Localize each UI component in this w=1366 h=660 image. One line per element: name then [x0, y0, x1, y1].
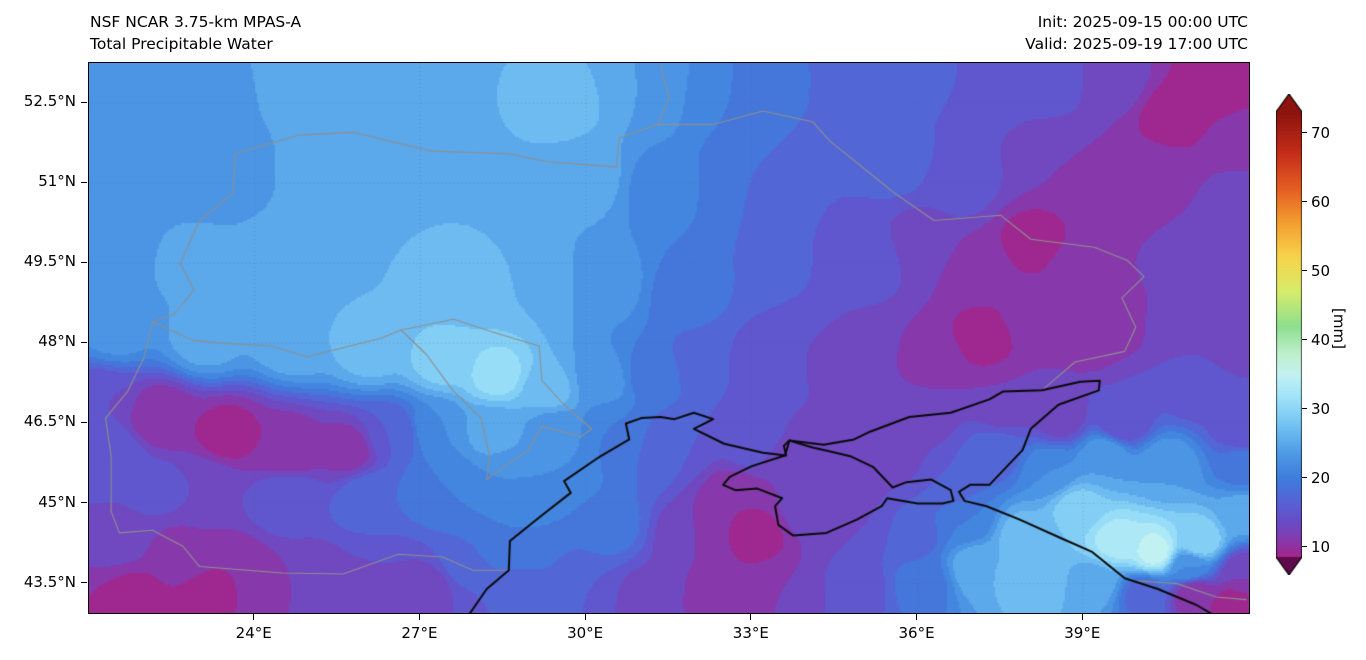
- x-tick-label: 39°E: [1064, 624, 1101, 642]
- model-title: NSF NCAR 3.75-km MPAS-A: [90, 13, 302, 31]
- x-tick-mark: [750, 614, 752, 620]
- colorbar-tick-label: 50: [1311, 261, 1331, 280]
- x-tick-mark: [418, 614, 420, 620]
- variable-title: Total Precipitable Water: [90, 34, 273, 53]
- init-time: Init: 2025-09-15 00:00 UTC: [1037, 13, 1248, 31]
- y-tick-mark: [81, 582, 87, 584]
- x-tick-mark: [916, 614, 918, 620]
- y-tick-label: 48°N: [38, 332, 76, 351]
- colorbar: [1276, 94, 1302, 575]
- x-tick-label: 24°E: [235, 624, 272, 642]
- y-tick-label: 52.5°N: [23, 92, 76, 111]
- colorbar-tick-label: 60: [1311, 192, 1331, 211]
- map-plot-frame: [88, 62, 1250, 614]
- x-tick-label: 36°E: [898, 624, 935, 642]
- y-tick-label: 51°N: [38, 172, 76, 191]
- x-tick-label: 30°E: [567, 624, 604, 642]
- colorbar-tick-mark: [1302, 408, 1307, 410]
- y-tick-mark: [81, 502, 87, 504]
- y-tick-label: 49.5°N: [23, 252, 76, 271]
- y-tick-label: 43.5°N: [23, 572, 76, 591]
- y-tick-mark: [81, 181, 87, 183]
- colorbar-tick-mark: [1302, 270, 1307, 272]
- colorbar-tick-label: 20: [1311, 468, 1331, 487]
- valid-time: Valid: 2025-09-19 17:00 UTC: [1025, 34, 1248, 53]
- y-tick-mark: [81, 421, 87, 423]
- y-tick-mark: [81, 341, 87, 343]
- colorbar-tick-mark: [1302, 132, 1307, 134]
- colorbar-tick-mark: [1302, 201, 1307, 203]
- colorbar-tick-mark: [1302, 546, 1307, 548]
- x-tick-mark: [1081, 614, 1083, 620]
- colorbar-tick-label: 30: [1311, 399, 1331, 418]
- y-tick-label: 45°N: [38, 492, 76, 511]
- x-tick-mark: [584, 614, 586, 620]
- time-block: Init: 2025-09-15 00:00 UTC Valid: 2025-0…: [1025, 12, 1248, 55]
- x-tick-label: 33°E: [732, 624, 769, 642]
- y-tick-mark: [81, 101, 87, 103]
- x-tick-mark: [253, 614, 255, 620]
- y-tick-mark: [81, 261, 87, 263]
- colorbar-tick-label: 40: [1311, 330, 1331, 349]
- x-tick-label: 27°E: [401, 624, 438, 642]
- colorbar-tick-mark: [1302, 477, 1307, 479]
- title-block: NSF NCAR 3.75-km MPAS-A Total Precipitab…: [90, 12, 301, 55]
- y-tick-label: 46.5°N: [23, 412, 76, 431]
- colorbar-unit-label: [mm]: [1330, 308, 1348, 349]
- colorbar-tick-mark: [1302, 339, 1307, 341]
- colorbar-tick-label: 10: [1311, 537, 1331, 556]
- precipitable-water-map: [89, 63, 1249, 613]
- colorbar-tick-label: 70: [1311, 123, 1331, 142]
